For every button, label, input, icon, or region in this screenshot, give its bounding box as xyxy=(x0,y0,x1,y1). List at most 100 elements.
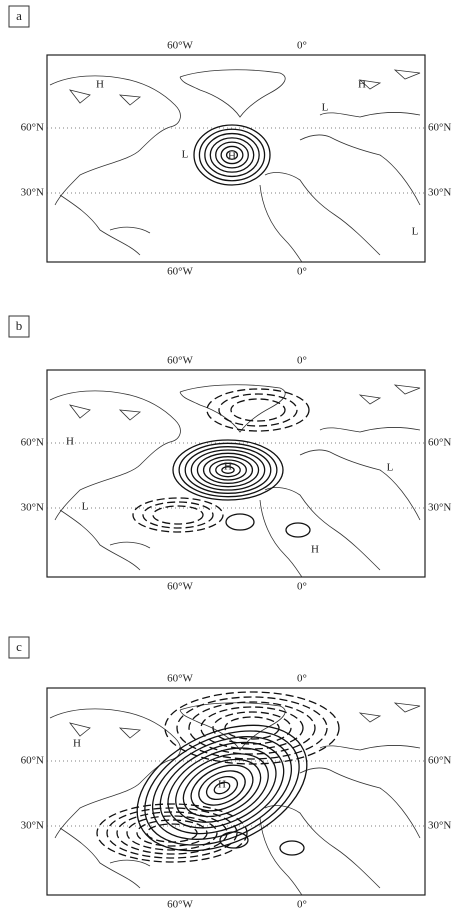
pressure-marker: H xyxy=(358,79,366,91)
coastlines xyxy=(49,69,421,263)
contour xyxy=(209,459,247,481)
panel: b 60°W 0° 60°W 0° 60°N 30°N 60°N 30°N H L H L H xyxy=(8,315,451,593)
coastline xyxy=(259,805,381,896)
contour-negative xyxy=(96,803,248,863)
left-lat-label: 60°N xyxy=(21,437,44,449)
contour xyxy=(225,513,255,531)
contour xyxy=(190,764,254,812)
contour xyxy=(151,736,293,840)
panel-label: a xyxy=(16,8,22,23)
right-lat-label: 60°N xyxy=(428,755,451,767)
panel-label-box xyxy=(8,5,30,28)
contour xyxy=(178,442,278,498)
panel: a 60°W 0° 60°W 0° 60°N 30°N 60°N 30°N H H L L H L xyxy=(8,5,451,278)
contour-negative xyxy=(146,823,198,843)
coastline xyxy=(179,702,286,751)
contour-negative xyxy=(164,691,340,765)
pressure-marker: H xyxy=(218,779,226,791)
contour-negative xyxy=(218,393,298,427)
contour-negative xyxy=(152,505,204,525)
bottom-lon-label: 0° xyxy=(297,899,307,910)
contour xyxy=(213,781,231,795)
pressure-marker: L xyxy=(82,501,89,513)
left-lat-label: 30°N xyxy=(21,187,44,199)
top-lon-label: 60°W xyxy=(167,355,193,367)
coastline xyxy=(179,384,286,433)
top-lon-label: 60°W xyxy=(167,40,193,52)
pressure-marker: H xyxy=(228,151,236,163)
contour-negative xyxy=(206,388,310,432)
bottom-lon-label: 60°W xyxy=(167,899,193,910)
contour xyxy=(279,840,305,856)
contour-negative xyxy=(136,819,208,847)
top-lon-label: 0° xyxy=(297,355,307,367)
bottom-lon-label: 0° xyxy=(297,581,307,593)
coastline xyxy=(59,509,151,571)
contour xyxy=(209,137,255,173)
contour xyxy=(225,150,239,160)
contour-negative xyxy=(224,716,280,740)
panel-label: b xyxy=(16,318,23,333)
contour xyxy=(221,466,235,474)
pressure-marker: L xyxy=(412,226,419,238)
panel-label: c xyxy=(16,639,22,654)
pressure-marker: H xyxy=(224,461,232,473)
contour xyxy=(182,758,262,818)
panel-label-box xyxy=(8,636,30,659)
top-lon-label: 60°W xyxy=(167,673,193,685)
right-lat-label: 30°N xyxy=(428,187,451,199)
contour xyxy=(190,449,266,491)
contour xyxy=(204,132,260,178)
pressure-marker: H xyxy=(311,544,319,556)
bottom-lon-label: 0° xyxy=(297,266,307,278)
pressure-marker: H xyxy=(96,79,104,91)
map-frame xyxy=(46,369,426,578)
left-lat-label: 30°N xyxy=(21,820,44,832)
panel: c 60°W 0° 60°W 0° 60°N 30°N 60°N 30°N H H xyxy=(8,636,451,910)
contour xyxy=(198,128,266,182)
coastlines xyxy=(49,384,421,578)
coastline xyxy=(49,75,181,206)
coastline xyxy=(49,390,181,521)
contour xyxy=(220,145,244,165)
coastline xyxy=(49,708,181,839)
left-lat-label: 60°N xyxy=(21,122,44,134)
coastline xyxy=(259,487,381,578)
panel-label-box xyxy=(8,315,30,338)
contour xyxy=(172,439,284,501)
coastlines xyxy=(49,702,421,896)
contour-negative xyxy=(132,497,224,533)
coastline xyxy=(179,69,286,118)
top-lon-label: 0° xyxy=(297,673,307,685)
right-lat-label: 60°N xyxy=(428,122,451,134)
pressure-marker: H xyxy=(73,738,81,750)
left-lat-label: 60°N xyxy=(21,755,44,767)
pressure-marker: L xyxy=(387,462,394,474)
map-frame xyxy=(46,687,426,896)
contour-negative xyxy=(106,807,238,859)
pressure-marker: L xyxy=(182,149,189,161)
bottom-lon-label: 60°W xyxy=(167,581,193,593)
coastline xyxy=(68,384,421,421)
coastline xyxy=(299,111,421,206)
coastline xyxy=(68,69,421,106)
contour xyxy=(285,522,311,538)
contour xyxy=(175,753,269,823)
coastline xyxy=(299,744,421,839)
contour xyxy=(198,770,246,806)
contour xyxy=(202,456,254,484)
contour xyxy=(215,141,249,169)
contour-negative xyxy=(230,398,286,422)
contour xyxy=(215,462,241,478)
coastline xyxy=(299,426,421,521)
right-lat-label: 30°N xyxy=(428,820,451,832)
contour xyxy=(193,124,271,186)
contour xyxy=(219,831,249,849)
left-lat-label: 30°N xyxy=(21,502,44,514)
pressure-marker: H xyxy=(66,436,74,448)
contour-negative xyxy=(142,501,214,529)
contour-negative xyxy=(188,701,316,755)
coastline xyxy=(59,194,151,256)
bottom-lon-label: 60°W xyxy=(167,266,193,278)
